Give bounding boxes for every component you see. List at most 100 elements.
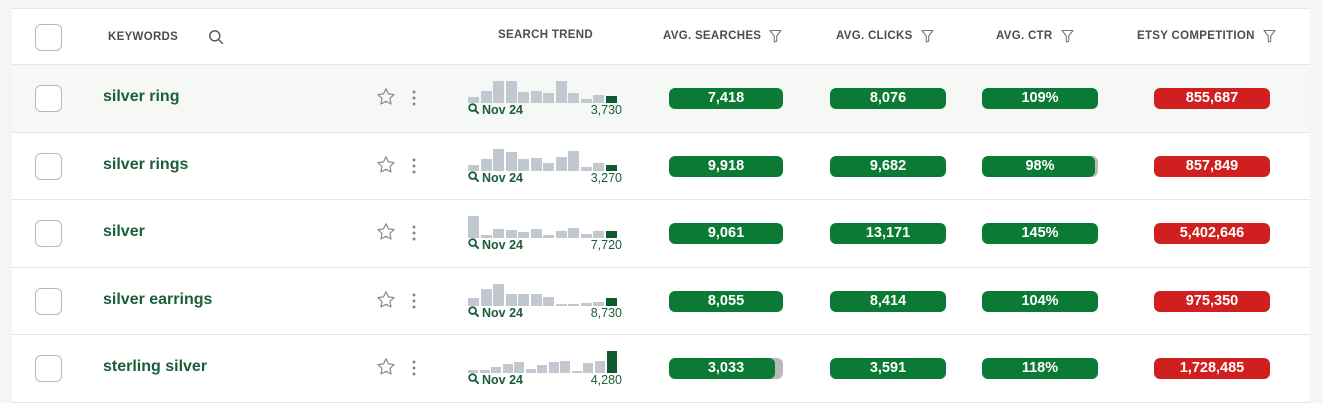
avg-searches-value: 7,418: [669, 88, 783, 109]
trend-value: 4,280: [590, 373, 622, 387]
trend-bar: [518, 92, 529, 103]
search-icon: [468, 305, 479, 320]
search-trend-sparkline[interactable]: Nov 24 7,720: [468, 214, 626, 256]
avg-ctr-column-header[interactable]: AVG. CTR: [996, 29, 1074, 43]
keyword-link[interactable]: silver ring: [103, 88, 180, 105]
trend-bar: [568, 303, 579, 306]
avg-searches-text: 9,918: [707, 157, 745, 174]
trend-month: Nov 24: [482, 305, 523, 320]
trend-bar: [505, 81, 517, 103]
trend-bar: [555, 303, 567, 306]
keyword-results-table: KEYWORDS SEARCH TREND AVG. SEARCHES AVG.…: [12, 8, 1310, 403]
etsy-competition-bar-fill: [1154, 358, 1270, 379]
avg-ctr-bar-fill: [982, 290, 1098, 312]
trend-bar: [468, 97, 479, 103]
etsy-competition-value: 857,849: [1154, 155, 1270, 177]
star-icon[interactable]: [376, 290, 396, 315]
kebab-menu-icon[interactable]: [411, 292, 417, 315]
table-row[interactable]: silver earrings Nov 24 8,730 8,055 8,414 104%…: [12, 267, 1310, 335]
avg-clicks-bar-fill: [830, 358, 946, 379]
search-icon[interactable]: [208, 29, 224, 45]
kebab-menu-icon[interactable]: [411, 224, 417, 247]
star-icon[interactable]: [376, 87, 396, 112]
trend-date: Nov 24: [468, 171, 523, 185]
trend-bar: [518, 293, 529, 306]
table-row[interactable]: sterling silver Nov 24 4,280 3,033 3,591 118%…: [12, 335, 1310, 403]
table-header: KEYWORDS SEARCH TREND AVG. SEARCHES AVG.…: [12, 9, 1310, 65]
avg-clicks-value: 9,682: [830, 155, 946, 177]
row-checkbox[interactable]: [35, 85, 62, 112]
kebab-menu-icon[interactable]: [411, 359, 417, 382]
etsy-competition-column-header[interactable]: ETSY COMPETITION: [1137, 29, 1276, 43]
trend-bar: [518, 232, 529, 238]
etsy-competition-text: 5,402,646: [1179, 225, 1245, 241]
trend-date: Nov 24: [468, 306, 523, 320]
trend-month: Nov 24: [482, 170, 523, 185]
star-icon[interactable]: [376, 222, 396, 247]
avg-clicks-column-header[interactable]: AVG. CLICKS: [836, 29, 934, 43]
avg-ctr-value: 98%: [982, 155, 1098, 177]
etsy-competition-text: 855,687: [1185, 90, 1239, 106]
avg-searches-value: 9,061: [669, 223, 783, 244]
trend-month: Nov 24: [482, 238, 523, 252]
etsy-competition-bar-fill: [1154, 155, 1270, 177]
avg-clicks-value: 8,414: [830, 290, 946, 312]
trend-bar: [605, 297, 617, 306]
trend-bar: [530, 229, 542, 238]
table-row[interactable]: silver Nov 24 7,720 9,061 13,171 145% 5,402,64…: [12, 200, 1310, 268]
filter-icon[interactable]: [921, 29, 934, 43]
trend-bar: [480, 235, 492, 238]
trend-bar: [493, 229, 504, 238]
trend-bar: [593, 301, 604, 306]
etsy-competition-bar-fill: [1154, 290, 1270, 312]
trend-bar: [580, 166, 592, 171]
table-row[interactable]: silver rings Nov 24 3,270 9,918 9,682 98% 857,…: [12, 132, 1310, 200]
avg-searches-text: 7,418: [707, 90, 745, 106]
avg-clicks-bar-fill: [830, 88, 946, 109]
select-all-checkbox[interactable]: [35, 24, 62, 51]
keyword-link[interactable]: sterling silver: [103, 358, 208, 375]
keyword-link[interactable]: silver earrings: [103, 290, 213, 308]
avg-ctr-text: 109%: [1021, 90, 1059, 106]
keyword-link[interactable]: silver: [103, 223, 145, 240]
trend-bar: [580, 302, 592, 306]
avg-searches-bar-fill: [669, 155, 783, 177]
row-checkbox[interactable]: [35, 287, 62, 315]
search-trend-sparkline[interactable]: Nov 24 8,730: [468, 282, 626, 324]
filter-icon[interactable]: [769, 29, 782, 43]
trend-bar: [491, 367, 502, 373]
kebab-menu-icon[interactable]: [411, 157, 417, 180]
avg-searches-bar-fill: [669, 223, 783, 244]
search-trend-sparkline[interactable]: Nov 24 4,280: [468, 349, 626, 391]
trend-bars: [468, 282, 626, 306]
search-trend-sparkline[interactable]: Nov 24 3,270: [468, 147, 626, 189]
table-row[interactable]: silver ring Nov 24 3,730 7,418 8,076 109% 855,…: [12, 65, 1310, 133]
trend-bar: [468, 216, 479, 238]
trend-bar: [530, 157, 542, 171]
avg-searches-bar-fill: [669, 358, 776, 379]
trend-bar: [480, 91, 492, 103]
avg-clicks-header-label: AVG. CLICKS: [836, 30, 913, 42]
trend-bar: [605, 96, 617, 103]
avg-clicks-value: 3,591: [830, 358, 946, 379]
avg-searches-column-header[interactable]: AVG. SEARCHES: [663, 29, 782, 43]
star-icon[interactable]: [376, 155, 396, 180]
trend-bar: [543, 296, 554, 306]
avg-ctr-bar-fill: [982, 88, 1098, 109]
row-checkbox[interactable]: [35, 152, 62, 180]
search-trend-sparkline[interactable]: Nov 24 3,730: [468, 79, 626, 121]
avg-clicks-text: 13,171: [865, 225, 911, 241]
keywords-column-header[interactable]: KEYWORDS: [108, 29, 224, 45]
trend-bar: [593, 95, 604, 103]
filter-icon[interactable]: [1060, 29, 1074, 43]
filter-icon[interactable]: [1263, 29, 1276, 43]
avg-clicks-text: 3,591: [869, 360, 907, 376]
row-checkbox[interactable]: [35, 220, 62, 247]
trend-bars: [468, 214, 626, 238]
keyword-link[interactable]: silver rings: [103, 155, 189, 173]
kebab-menu-icon[interactable]: [411, 89, 417, 112]
trend-bar: [525, 369, 536, 373]
star-icon[interactable]: [376, 357, 396, 382]
row-checkbox[interactable]: [35, 355, 62, 382]
trend-value: 7,720: [590, 238, 622, 252]
